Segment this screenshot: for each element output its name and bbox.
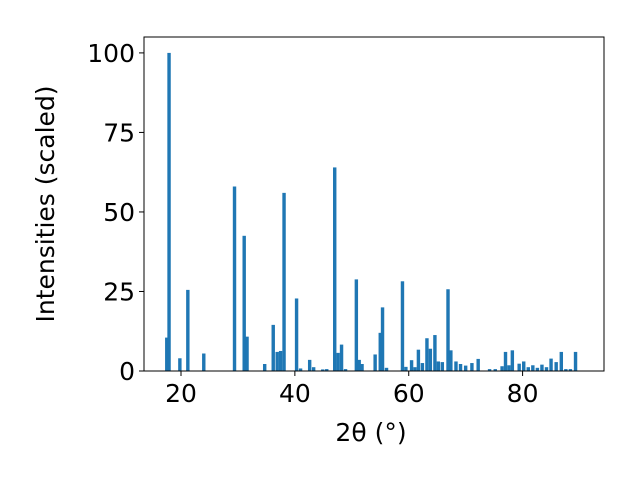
bar-5 (232, 186, 237, 371)
bar-65 (568, 369, 573, 371)
bar-33 (413, 367, 417, 371)
bar-20 (336, 352, 340, 371)
bar-17 (321, 369, 325, 371)
y-tick-label: 50 (103, 198, 135, 227)
bar-12 (282, 192, 286, 371)
bar-46 (470, 363, 474, 371)
bar-66 (573, 351, 578, 371)
bar-8 (262, 364, 267, 371)
bar-63 (559, 351, 564, 371)
bar-19 (333, 167, 337, 371)
bar-42 (449, 350, 453, 371)
bar-61 (549, 358, 553, 371)
bar-1 (167, 52, 171, 372)
y-tick-label: 0 (119, 357, 135, 386)
bar-26 (373, 354, 377, 371)
y-axis: 0 25 50 75 100 (87, 39, 144, 386)
bar-48 (487, 369, 492, 371)
bar-18 (325, 369, 329, 371)
bar-0 (165, 337, 169, 371)
bar-23 (354, 279, 359, 371)
bar-15 (307, 359, 312, 371)
bar-43 (454, 361, 458, 371)
x-tick-label: 80 (507, 379, 539, 408)
bar-series (165, 52, 578, 372)
bar-4 (202, 353, 206, 371)
bar-28 (380, 307, 385, 371)
bar-44 (458, 364, 463, 371)
bar-22 (343, 369, 348, 371)
bar-21 (339, 344, 344, 371)
bar-37 (428, 348, 433, 371)
bar-24 (357, 359, 361, 371)
bar-40 (440, 362, 445, 371)
y-tick-label: 75 (103, 118, 135, 147)
x-tick-label: 20 (165, 379, 197, 408)
bar-41 (446, 289, 450, 371)
bar-50 (500, 366, 504, 371)
bar-56 (526, 367, 530, 371)
bar-38 (433, 335, 437, 371)
bar-13 (294, 298, 299, 371)
bar-35 (420, 363, 425, 371)
bar-14 (298, 368, 303, 371)
bar-64 (564, 369, 568, 371)
bar-53 (510, 350, 515, 371)
bar-10 (275, 351, 279, 371)
bar-9 (271, 324, 275, 371)
bar-36 (425, 338, 429, 371)
bar-54 (517, 363, 521, 371)
y-tick-label: 100 (87, 39, 135, 68)
bar-60 (544, 367, 549, 371)
bar-25 (360, 364, 364, 371)
plot-area-frame (143, 36, 605, 372)
bar-7 (245, 336, 249, 371)
bar-6 (242, 235, 246, 371)
bar-45 (463, 365, 468, 371)
x-axis: 20 40 60 80 (165, 371, 538, 408)
y-tick-label: 25 (103, 277, 135, 306)
bar-11 (278, 350, 283, 371)
bar-51 (503, 351, 508, 371)
bar-58 (535, 367, 540, 371)
bar-16 (311, 367, 316, 371)
bar-59 (540, 364, 544, 371)
bar-49 (493, 369, 497, 371)
bar-62 (554, 362, 558, 371)
bar-47 (476, 358, 480, 371)
bar-39 (436, 361, 441, 371)
bar-29 (384, 367, 389, 371)
x-tick-label: 40 (279, 379, 311, 408)
bar-34 (416, 349, 421, 371)
x-axis-label: 2θ (°) (335, 418, 406, 447)
bar-27 (378, 332, 382, 371)
bar-32 (409, 360, 414, 371)
bar-52 (507, 365, 511, 371)
bar-31 (404, 366, 408, 371)
y-axis-label: Intensities (scaled) (31, 85, 60, 322)
bar-3 (186, 289, 190, 371)
bar-30 (400, 281, 405, 371)
bar-55 (522, 361, 526, 371)
bar-2 (178, 358, 182, 371)
x-tick-label: 60 (393, 379, 425, 408)
bar-57 (531, 365, 535, 371)
